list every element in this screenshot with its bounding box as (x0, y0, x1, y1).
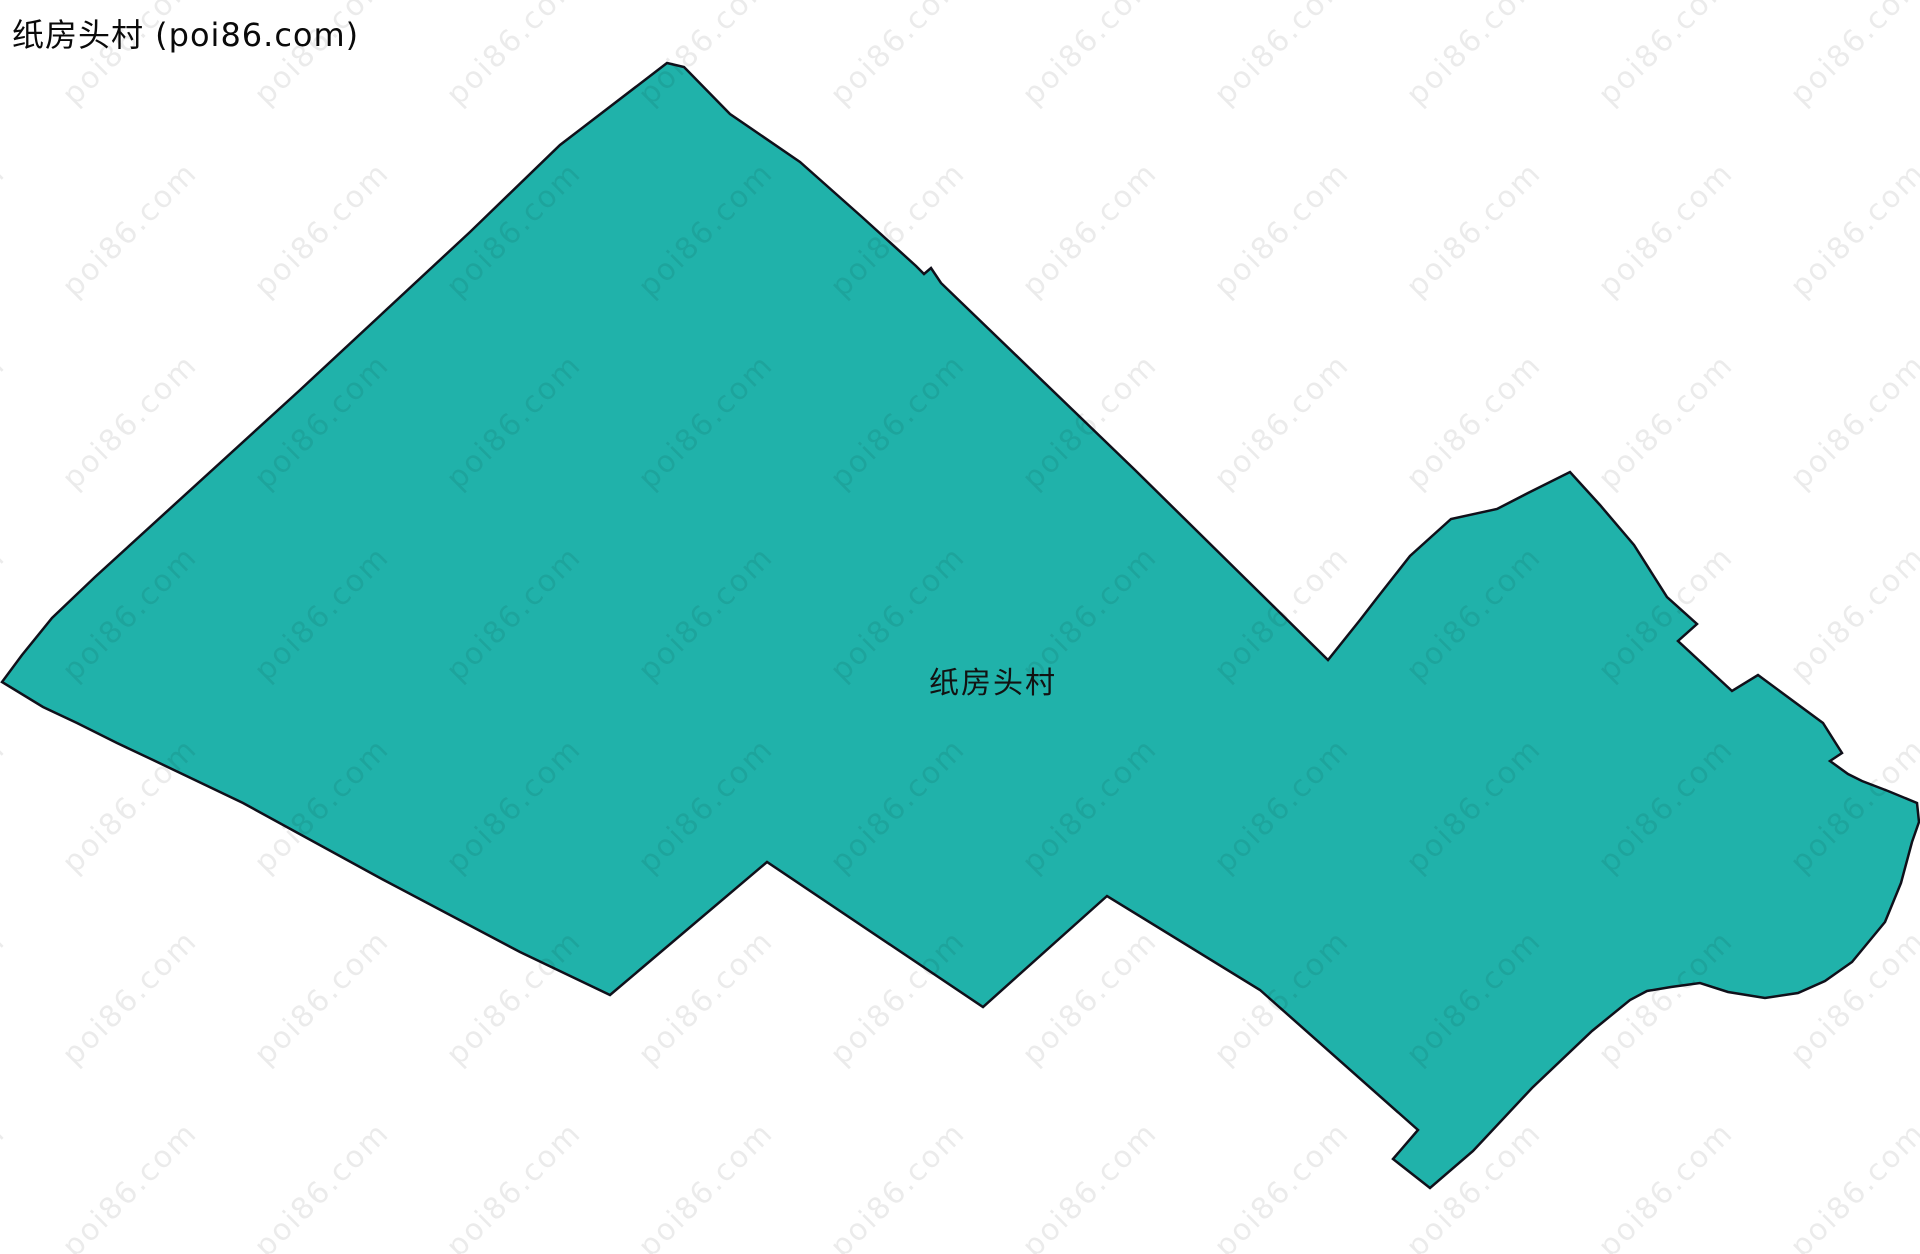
village-name-label: 纸房头村 (929, 666, 1057, 701)
village-boundary (0, 61, 1920, 1190)
page-title: 纸房头村 (poi86.com) (12, 16, 360, 54)
